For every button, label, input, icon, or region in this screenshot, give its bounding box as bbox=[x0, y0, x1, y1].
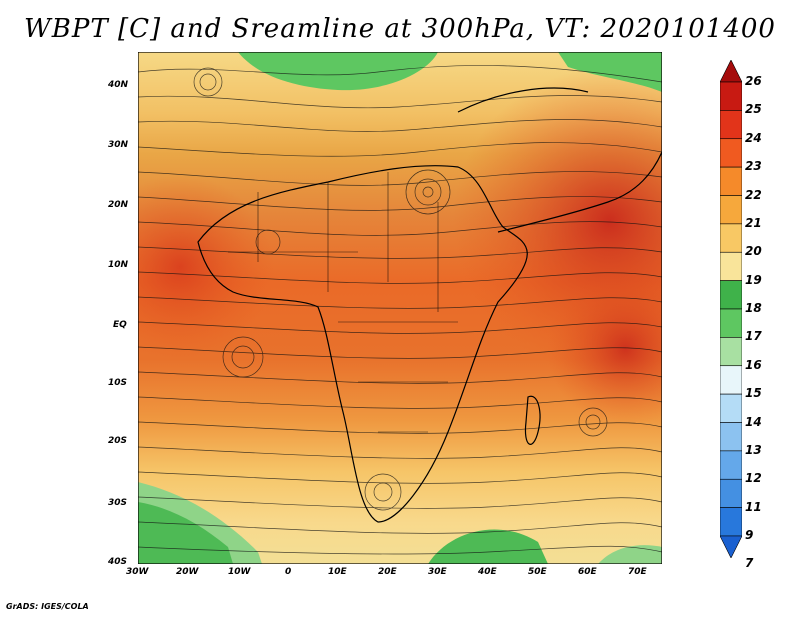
lon-label-20w: 20W bbox=[176, 567, 199, 577]
country-borders bbox=[228, 172, 458, 433]
lon-label-0: 0 bbox=[285, 567, 292, 577]
colorbar-segment bbox=[720, 337, 742, 367]
colorbar-segment bbox=[720, 223, 742, 253]
map-title: WBPT [C] and Sreamline at 300hPa, VT: 20… bbox=[24, 14, 776, 44]
lon-label-70e: 70E bbox=[628, 567, 647, 577]
lon-label-40e: 40E bbox=[478, 567, 497, 577]
colorbar-segment bbox=[720, 478, 742, 508]
colorbar-level-label: 13 bbox=[745, 442, 762, 457]
colorbar-segment bbox=[720, 450, 742, 480]
colorbar-segment bbox=[720, 393, 742, 423]
colorbar-segment bbox=[720, 166, 742, 196]
lat-label-40s: 40S bbox=[108, 557, 128, 567]
colorbar-level-label: 11 bbox=[745, 499, 762, 514]
colorbar-level-label: 23 bbox=[745, 159, 762, 174]
map-plot bbox=[138, 52, 662, 564]
colorbar-level-label: 18 bbox=[745, 301, 762, 315]
credit-text: GrADS: IGES/COLA bbox=[6, 602, 89, 611]
lat-label-30s: 30S bbox=[108, 498, 128, 508]
southeast-green-patch bbox=[598, 545, 662, 564]
colorbar-level-label: 14 bbox=[745, 414, 762, 429]
southwest-green-core bbox=[138, 502, 233, 564]
lat-label-30n: 30N bbox=[108, 140, 129, 150]
south-green-patch bbox=[428, 529, 548, 564]
lat-label-10s: 10S bbox=[108, 378, 128, 388]
coastlines bbox=[197, 87, 662, 523]
colorbar-segment bbox=[720, 308, 742, 338]
lat-label-40n: 40N bbox=[108, 80, 129, 90]
northeast-green-patch bbox=[558, 52, 662, 92]
colorbar-level-label: 12 bbox=[745, 471, 762, 486]
colorbar-level-label: 26 bbox=[745, 74, 762, 88]
colorbar-level-label: 9 bbox=[745, 528, 754, 542]
lon-label-30w: 30W bbox=[126, 567, 149, 577]
lon-label-50e: 50E bbox=[528, 567, 547, 577]
colorbar-segment bbox=[720, 365, 742, 395]
lat-label-20n: 20N bbox=[108, 200, 129, 210]
colorbar-level-label: 25 bbox=[745, 102, 762, 117]
colorbar-segment bbox=[720, 251, 742, 281]
lon-label-10w: 10W bbox=[228, 567, 251, 577]
colorbar-segment bbox=[720, 195, 742, 225]
lon-label-20e: 20E bbox=[378, 567, 397, 577]
lon-label-10e: 10E bbox=[328, 567, 347, 577]
colorbar-level-label: 19 bbox=[745, 272, 762, 287]
colorbar-bottom-arrow bbox=[720, 535, 742, 558]
colorbar-segment bbox=[720, 507, 742, 537]
colorbar-level-label: 21 bbox=[745, 215, 762, 230]
colorbar-segment bbox=[720, 81, 742, 111]
colorbar-level-label: 7 bbox=[745, 556, 754, 571]
colorbar-level-label: 16 bbox=[745, 357, 762, 372]
north-green-patch bbox=[238, 52, 438, 91]
colorbar-segment bbox=[720, 280, 742, 310]
lat-label-20s: 20S bbox=[108, 436, 128, 446]
colorbar-top-arrow bbox=[720, 60, 742, 83]
lat-label-10n: 10N bbox=[108, 260, 129, 270]
colorbar-segment bbox=[720, 138, 742, 168]
colorbar-level-label: 17 bbox=[745, 329, 762, 344]
colorbar-segment bbox=[720, 110, 742, 140]
colorbar-level-label: 20 bbox=[745, 244, 762, 259]
colorbar bbox=[720, 60, 742, 558]
lat-label-eq: EQ bbox=[113, 320, 127, 330]
colorbar-level-label: 24 bbox=[745, 130, 762, 145]
colorbar-level-label: 22 bbox=[745, 187, 762, 202]
colorbar-segment bbox=[720, 422, 742, 452]
lon-label-60e: 60E bbox=[578, 567, 597, 577]
lon-label-30e: 30E bbox=[428, 567, 447, 577]
colorbar-level-label: 15 bbox=[745, 386, 762, 401]
